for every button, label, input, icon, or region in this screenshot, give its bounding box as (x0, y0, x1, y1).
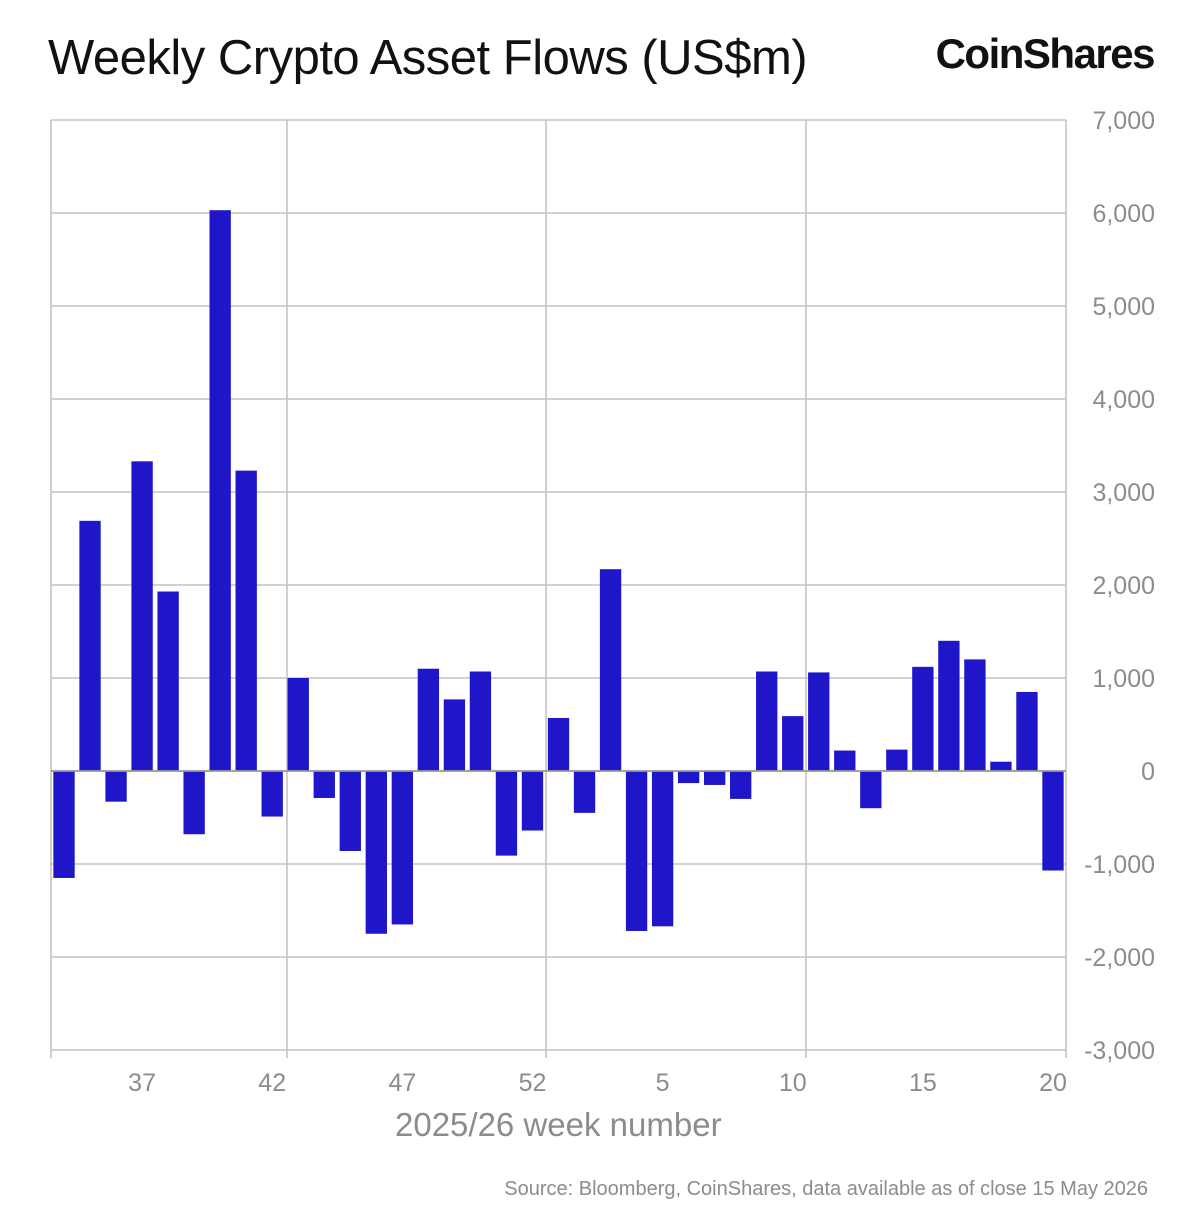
bar-week-48 (417, 668, 440, 771)
x-tick-label: 52 (519, 1069, 547, 1097)
bar-week-38 (157, 591, 179, 771)
bar-week-45 (339, 771, 361, 851)
x-tick-label: 20 (1039, 1069, 1067, 1097)
bar-week-43 (287, 678, 309, 771)
bar-week-34 (53, 771, 75, 878)
bar-week-50 (469, 671, 492, 771)
coinshares-logo: CoinShares (935, 30, 1156, 77)
bar-week-42 (261, 771, 283, 817)
bar-week-11 (808, 672, 830, 771)
bar-week-39 (183, 771, 205, 835)
x-tick-label: 5 (656, 1069, 670, 1097)
bar-week-41 (235, 470, 257, 771)
bar-week-18 (990, 761, 1012, 771)
bar-week-15 (912, 666, 934, 771)
bar-week-36 (105, 771, 127, 802)
x-tick-label: 10 (779, 1069, 807, 1097)
bar-week-20 (1042, 771, 1064, 871)
bar-week-5 (651, 771, 674, 927)
y-tick-label: 1,000 (1092, 665, 1155, 693)
gridlines (50, 119, 1067, 1058)
y-axis-ticks: 7,000 6,000 5,000 4,000 3,000 2,000 1,000 0 -1,0… (1084, 107, 1155, 1065)
bar-week-2 (573, 771, 596, 813)
bar-week-51 (495, 771, 518, 856)
bar-week-1 (547, 717, 570, 771)
bar-week-19 (1016, 691, 1038, 771)
chart-title: Weekly Crypto Asset Flows (US$m) (48, 31, 808, 85)
bar-week-6 (677, 771, 700, 784)
bar-week-46 (365, 771, 387, 934)
x-tick-label: 42 (258, 1069, 286, 1097)
bar-week-8 (730, 771, 752, 799)
y-tick-label: 0 (1141, 758, 1155, 786)
bar-week-17 (964, 659, 986, 771)
bar-week-40 (209, 210, 231, 771)
bar-week-12 (834, 750, 856, 771)
bar-week-16 (938, 640, 960, 771)
bar-week-49 (443, 699, 466, 771)
y-tick-label: 6,000 (1092, 200, 1155, 228)
bar-week-52 (521, 771, 544, 831)
bar-week-14 (886, 749, 908, 771)
source-note: Source: Bloomberg, CoinShares, data avai… (504, 1178, 1148, 1200)
y-tick-label: 2,000 (1092, 572, 1155, 600)
bar-week-13 (860, 771, 882, 809)
x-axis-ticks: 37 42 47 52 5 10 15 20 (128, 1069, 1067, 1097)
bar-week-35 (79, 520, 101, 771)
bar-week-3 (599, 569, 622, 771)
bar-week-4 (625, 771, 648, 931)
y-tick-label: 4,000 (1092, 386, 1155, 414)
y-tick-label: -2,000 (1084, 944, 1155, 972)
bar-week-10 (782, 716, 804, 771)
bar-week-7 (703, 771, 726, 785)
y-tick-label: 3,000 (1092, 479, 1155, 507)
bar-week-37 (131, 461, 153, 771)
bar-week-47 (391, 771, 414, 925)
y-tick-label: -3,000 (1084, 1037, 1155, 1065)
y-tick-label: -1,000 (1084, 851, 1155, 879)
bar-week-9 (756, 671, 778, 771)
x-tick-label: 15 (909, 1069, 937, 1097)
x-axis-title: 2025/26 week number (395, 1106, 722, 1143)
x-tick-label: 37 (128, 1069, 156, 1097)
y-tick-label: 7,000 (1092, 107, 1155, 135)
y-tick-label: 5,000 (1092, 293, 1155, 321)
bars (53, 210, 1064, 934)
bar-week-44 (313, 771, 335, 798)
x-tick-label: 47 (388, 1069, 416, 1097)
